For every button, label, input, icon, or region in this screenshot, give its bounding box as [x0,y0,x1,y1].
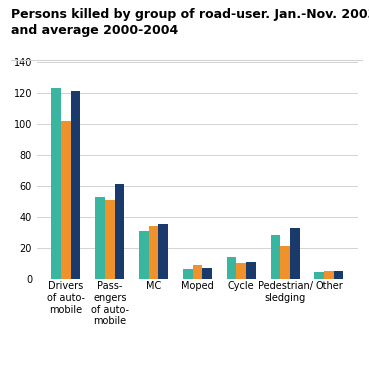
Bar [202,268,212,279]
Bar [183,269,193,279]
Bar [158,224,168,279]
Bar [149,226,158,279]
Bar [227,257,237,279]
Bar [71,91,80,279]
Text: Persons killed by group of road-user. Jan.-Nov. 2003-2004
and average 2000-2004: Persons killed by group of road-user. Ja… [11,8,369,37]
Bar [139,231,149,279]
Bar [334,271,343,279]
Bar [105,200,115,279]
Bar [61,121,71,279]
Bar [290,228,300,279]
Bar [270,235,280,279]
Bar [237,263,246,279]
Bar [115,184,124,279]
Bar [95,197,105,279]
Bar [314,272,324,279]
Bar [246,262,256,279]
Bar [280,246,290,279]
Bar [324,271,334,279]
Bar [193,265,202,279]
Bar [52,88,61,279]
